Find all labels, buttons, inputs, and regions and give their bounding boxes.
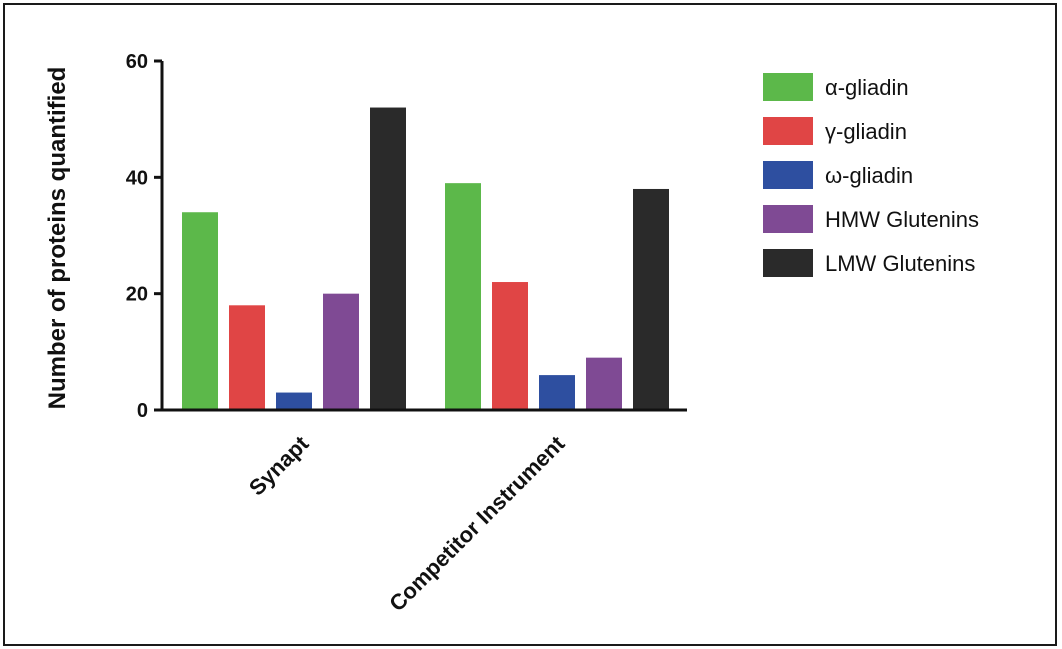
chart-frame: Number of proteins quantified 0 20 40 60 Sy… [3, 3, 1057, 646]
bar-competitor-series-4 [633, 188, 669, 409]
y-tick-label: 0 [137, 400, 148, 422]
legend-swatch [763, 249, 813, 277]
legend-label: HMW Glutenins [825, 207, 979, 232]
y-tick-label: 20 [126, 284, 148, 306]
bar-synapt-series-3 [323, 293, 359, 409]
legend-label: α-gliadin [825, 75, 909, 100]
y-tick-label: 40 [126, 167, 148, 189]
bar-competitor-series-1 [492, 282, 528, 409]
y-tick-label: 60 [126, 51, 148, 73]
legend-swatch [763, 117, 813, 145]
bar-synapt-series-1 [229, 305, 265, 409]
legend-swatch [763, 161, 813, 189]
legend-swatch [763, 205, 813, 233]
bar-chart: Number of proteins quantified 0 20 40 60 Sy… [44, 51, 979, 616]
bar-competitor-series-2 [539, 375, 575, 409]
category-label: Competitor Instrument [384, 430, 570, 616]
y-axis-title: Number of proteins quantified [44, 67, 71, 410]
bar-competitor-series-3 [586, 357, 622, 409]
bar-synapt-series-4 [370, 107, 406, 409]
category-label: Synapt [244, 430, 314, 500]
legend-label: γ-gliadin [825, 119, 907, 144]
legend-label: ω-gliadin [825, 163, 913, 188]
legend-swatch [763, 73, 813, 101]
bar-synapt-series-0 [182, 212, 218, 409]
bar-synapt-series-2 [276, 392, 312, 409]
legend-label: LMW Glutenins [825, 251, 975, 276]
bar-competitor-series-0 [445, 183, 481, 409]
